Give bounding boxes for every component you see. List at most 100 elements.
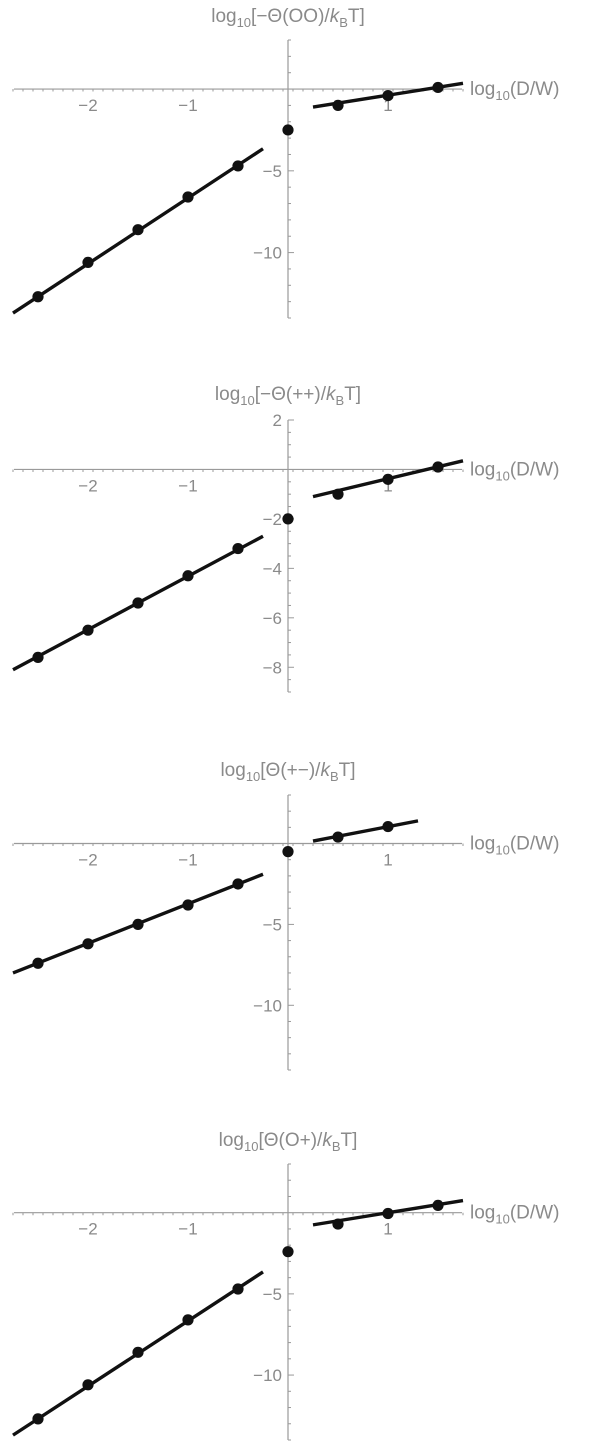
data-point xyxy=(432,1199,444,1211)
data-point xyxy=(282,846,294,858)
x-tick-label: −1 xyxy=(178,1220,197,1239)
data-point xyxy=(32,291,44,303)
label-part: 10 xyxy=(240,393,254,408)
x-tick-label: 1 xyxy=(383,851,392,870)
data-point xyxy=(182,570,194,582)
label-part: [−Θ(++)/ xyxy=(255,384,327,405)
data-point xyxy=(232,878,244,890)
data-point xyxy=(432,81,444,94)
x-tick-label: −2 xyxy=(78,851,97,870)
y-tick-label: −10 xyxy=(253,996,282,1015)
y-tick-label: −10 xyxy=(253,1366,282,1385)
label-part: 10 xyxy=(246,769,260,784)
data-point xyxy=(282,124,294,136)
chart-title: log10[Θ(+−)/kBT] xyxy=(220,760,355,784)
x-tick-label: −2 xyxy=(78,1220,97,1239)
chart-title: log10[Θ(O+)/kBT] xyxy=(219,1130,358,1154)
x-tick-label: −2 xyxy=(78,96,97,115)
label-part: 10 xyxy=(244,1139,258,1154)
label-part: k xyxy=(320,760,331,781)
data-point xyxy=(332,831,344,843)
y-tick-label: −5 xyxy=(263,1285,282,1304)
x-axis-label: log10(D/W) xyxy=(470,79,559,103)
label-part: B xyxy=(336,393,345,408)
label-part: log xyxy=(470,834,495,855)
label-part: log xyxy=(219,1130,244,1151)
label-part: log xyxy=(220,760,245,781)
x-tick-label: −2 xyxy=(78,476,97,495)
x-axis-label: log10(D/W) xyxy=(470,834,559,858)
data-point xyxy=(32,957,44,969)
label-part: 10 xyxy=(495,468,509,483)
data-point xyxy=(132,918,144,931)
chart-title: log10[−Θ(OO)/kBT] xyxy=(211,6,365,30)
y-tick-label: −10 xyxy=(253,244,282,263)
data-point xyxy=(332,488,344,500)
data-point xyxy=(332,1218,344,1230)
data-point xyxy=(32,1413,44,1425)
label-part: log xyxy=(211,6,236,27)
data-point xyxy=(132,597,144,609)
x-tick-label: −1 xyxy=(178,96,197,115)
fit-line xyxy=(312,819,419,843)
label-part: [−Θ(OO)/ xyxy=(251,6,330,27)
data-point xyxy=(382,1207,394,1220)
data-point xyxy=(232,542,244,555)
data-point xyxy=(32,651,44,663)
label-part: (D/W) xyxy=(510,459,560,480)
y-tick-label: −2 xyxy=(263,510,282,529)
data-point xyxy=(82,1379,94,1391)
label-part: B xyxy=(339,15,348,30)
label-part: (D/W) xyxy=(510,1203,560,1224)
label-part: 10 xyxy=(237,15,251,30)
y-tick-label: 2 xyxy=(273,411,282,430)
label-part: T] xyxy=(344,384,361,405)
label-part: (D/W) xyxy=(510,834,560,855)
x-axis-label: log10(D/W) xyxy=(470,1203,559,1227)
data-point xyxy=(82,624,94,636)
data-point xyxy=(382,473,394,485)
label-part: k xyxy=(326,384,337,405)
data-point xyxy=(232,1283,244,1295)
label-part: 10 xyxy=(495,843,509,858)
data-point xyxy=(182,191,194,203)
x-tick-label: 1 xyxy=(383,476,392,495)
label-part: T] xyxy=(339,760,356,781)
label-part: 10 xyxy=(495,88,509,103)
data-point xyxy=(132,1346,144,1358)
x-axis-label: log10(D/W) xyxy=(470,459,559,483)
y-tick-label: −5 xyxy=(263,162,282,181)
label-part: T] xyxy=(348,6,365,27)
x-tick-label: −1 xyxy=(178,851,197,870)
label-part: [Θ(+−)/ xyxy=(260,760,321,781)
chart-panel-2: log10[−Θ(++)/kBT] −2 −1 1 2 −2 −4 −6 −8 log10(D/W… xyxy=(12,384,559,693)
label-part: log xyxy=(470,79,495,100)
label-part: (D/W) xyxy=(510,79,560,100)
data-point xyxy=(82,938,94,950)
y-tick-label: −4 xyxy=(263,559,282,578)
chart-title: log10[−Θ(++)/kBT] xyxy=(215,384,361,408)
data-point xyxy=(382,90,394,102)
label-part: log xyxy=(470,1203,495,1224)
data-point xyxy=(232,160,244,172)
data-point xyxy=(182,1314,194,1326)
data-point xyxy=(382,820,394,833)
label-part: [Θ(O+)/ xyxy=(258,1130,323,1151)
data-point xyxy=(282,513,294,525)
y-tick-label: −8 xyxy=(263,658,282,677)
y-tick-label: −5 xyxy=(263,915,282,934)
x-tick-label: 1 xyxy=(383,1220,392,1239)
y-tick-label: −6 xyxy=(263,609,282,628)
data-point xyxy=(332,99,344,112)
label-part: k xyxy=(322,1130,333,1151)
x-tick-label: 1 xyxy=(383,96,392,115)
label-part: k xyxy=(330,6,341,27)
data-point xyxy=(132,224,144,236)
data-point xyxy=(432,461,444,473)
x-tick-label: −1 xyxy=(178,476,197,495)
data-point xyxy=(82,256,94,268)
label-part: B xyxy=(330,769,339,784)
